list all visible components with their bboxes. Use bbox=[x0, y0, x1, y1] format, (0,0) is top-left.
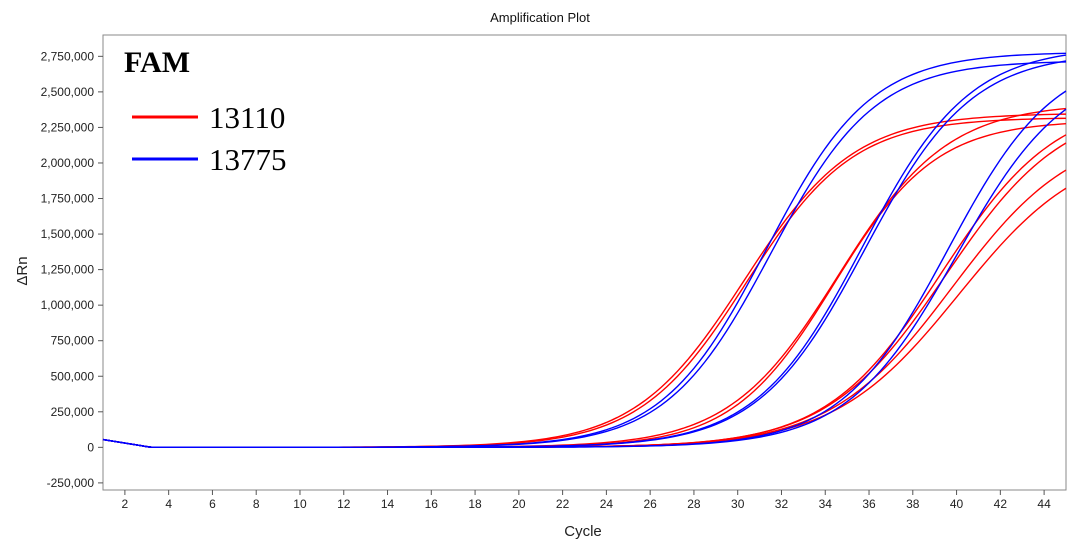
x-tick-label: 32 bbox=[775, 497, 789, 511]
x-tick-label: 12 bbox=[337, 497, 351, 511]
y-tick-label: 2,500,000 bbox=[41, 85, 95, 99]
x-tick-label: 10 bbox=[293, 497, 307, 511]
y-tick-label: 750,000 bbox=[51, 334, 95, 348]
x-axis-title: Cycle bbox=[564, 523, 602, 540]
x-tick-label: 14 bbox=[381, 497, 395, 511]
chart-title: Amplification Plot bbox=[490, 10, 590, 25]
y-tick-label: -250,000 bbox=[47, 476, 95, 490]
legend-label-13110: 13110 bbox=[209, 100, 285, 135]
x-tick-label: 34 bbox=[819, 497, 833, 511]
x-tick-label: 30 bbox=[731, 497, 745, 511]
x-tick-label: 40 bbox=[950, 497, 964, 511]
y-tick-label: 1,750,000 bbox=[41, 192, 95, 206]
x-tick-label: 22 bbox=[556, 497, 570, 511]
y-tick-label: 2,000,000 bbox=[41, 156, 95, 170]
y-tick-label: 1,500,000 bbox=[41, 227, 95, 241]
series-layer bbox=[102, 52, 1067, 449]
y-tick-label: 1,250,000 bbox=[41, 263, 95, 277]
series-line-13775 bbox=[102, 108, 1067, 449]
y-tick-label: 500,000 bbox=[51, 369, 95, 383]
x-tick-label: 28 bbox=[687, 497, 701, 511]
x-tick-label: 36 bbox=[862, 497, 876, 511]
x-tick-label: 2 bbox=[122, 497, 129, 511]
x-tick-label: 44 bbox=[1037, 497, 1051, 511]
plot-area bbox=[102, 34, 1067, 491]
x-tick-label: 38 bbox=[906, 497, 920, 511]
y-tick-label: 2,750,000 bbox=[41, 49, 95, 63]
x-tick-label: 24 bbox=[600, 497, 614, 511]
y-tick-label: 1,000,000 bbox=[41, 298, 95, 312]
y-tick-label: 0 bbox=[87, 440, 94, 454]
y-tick-label: 2,250,000 bbox=[41, 120, 95, 134]
x-tick-label: 16 bbox=[425, 497, 439, 511]
y-tick-label: 250,000 bbox=[51, 405, 95, 419]
x-tick-label: 4 bbox=[165, 497, 172, 511]
x-tick-label: 42 bbox=[994, 497, 1008, 511]
x-tick-label: 6 bbox=[209, 497, 216, 511]
x-tick-label: 20 bbox=[512, 497, 526, 511]
x-tick-label: 26 bbox=[643, 497, 657, 511]
legend-title: FAM bbox=[124, 46, 190, 79]
x-tick-label: 8 bbox=[253, 497, 260, 511]
y-axis-title: ΔRn bbox=[14, 256, 31, 285]
axes: -250,000 0 250,000 500,000 750,000 1,000,000 1… bbox=[41, 34, 1067, 511]
legend: FAM 13110 13775 bbox=[124, 46, 287, 177]
legend-label-13775: 13775 bbox=[209, 142, 287, 177]
x-tick-label: 18 bbox=[468, 497, 482, 511]
